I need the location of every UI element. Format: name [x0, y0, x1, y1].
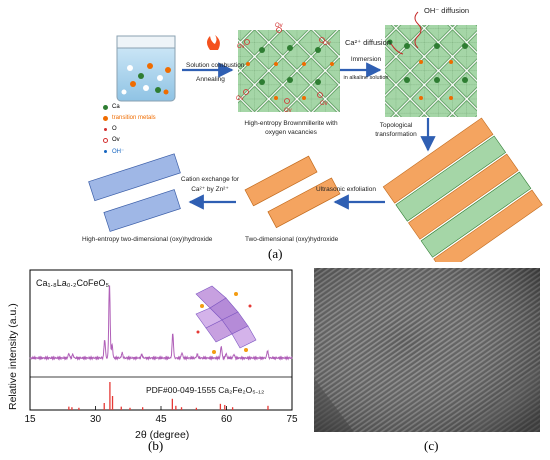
legend-item-ov: Ov [103, 137, 120, 143]
layered-oxyhydroxide-green-orange [382, 117, 543, 275]
panel-c-label: (c) [424, 438, 439, 453]
ov-label: Ov [284, 108, 292, 114]
legend-item-o: O [103, 126, 117, 132]
sample-label: Ca₁.₈La₀.₂CoFeO₅ [36, 278, 110, 288]
oxygen-dot-icon [104, 127, 107, 131]
step-solution-combustion: Solution combustion [186, 62, 245, 69]
ov-label: Ov [323, 41, 331, 47]
crystal-structure-inset [195, 285, 257, 354]
panel-b-label: (b) [148, 438, 164, 453]
brownmillerite-caption-line2: oxygen vacancies [265, 129, 317, 136]
xrd-pattern-line [29, 285, 293, 361]
x-tick-label: 45 [155, 414, 167, 425]
panel-a: Ov Ov Ov Ov Ov Ov [82, 6, 543, 275]
legend-label: O [112, 126, 117, 132]
xrd-chart: Ca₁.₈La₀.₂CoFeO₅ PDF#00-049-1555 Ca₂Fe₂O… [7, 269, 298, 441]
beaker-icon [116, 35, 176, 102]
step-cation-exchange-line2: Ca²⁺ by Zn²⁺ [191, 186, 229, 193]
y-axis-title: Relative intensity (a.u.) [7, 303, 19, 410]
panel-a-label: (a) [268, 246, 283, 261]
step-immersion-line2: in alkaline solution [343, 75, 389, 81]
oxygen-vacancy-icon [103, 137, 108, 143]
step-annealing: Annealing [196, 76, 225, 83]
legend-label: Ca [112, 104, 120, 110]
brownmillerite-caption-line1: High-entropy Brownmillerite with [244, 120, 338, 127]
x-tick-label: 60 [221, 414, 233, 425]
ov-label: Ov [237, 44, 245, 50]
ov-label: Ov [275, 23, 283, 29]
x-tick-label: 75 [286, 414, 298, 425]
legend-item-transition-metals: transition metals [103, 115, 156, 121]
reference-label: PDF#00-049-1555 Ca₂Fe₂O₅.₁₂ [146, 385, 264, 395]
two-d-caption: Two-dimensional (oxy)hydroxide [245, 236, 339, 243]
panel-a-illustration: Ov Ov Ov Ov Ov Ov [88, 11, 543, 275]
oh-diffusion-label: OH⁻ diffusion [424, 6, 470, 15]
hrtem-image [314, 268, 540, 432]
x-tick-label: 15 [24, 414, 36, 425]
ov-label: Ov [320, 101, 328, 107]
legend-item-oh: OH⁻ [103, 148, 124, 155]
step-cation-exchange-line1: Cation exchange for [180, 176, 240, 183]
panel-b: Ca₁.₈La₀.₂CoFeO₅ PDF#00-049-1555 Ca₂Fe₂O… [0, 262, 300, 460]
two-d-sheets-orange [244, 155, 341, 229]
flame-icon [207, 35, 220, 50]
ca-diffusion-label: Ca²⁺ diffusion [345, 38, 391, 47]
legend-label: OH⁻ [112, 149, 125, 155]
two-d-sheets-blue [88, 153, 181, 232]
legend-label: transition metals [112, 115, 156, 121]
step-topological-line2: transformation [375, 131, 417, 138]
ca-dot-icon [103, 104, 108, 110]
diffusion-lattice [385, 11, 477, 117]
transition-metal-dot-icon [103, 115, 108, 121]
step-topological-line1: Topological [379, 122, 413, 129]
legend-item-ca: Ca [103, 104, 120, 110]
legend-label: Ov [112, 137, 120, 143]
ov-label: Ov [236, 96, 244, 102]
x-tick-label: 30 [90, 414, 102, 425]
step-immersion-line1: Immersion [350, 56, 382, 63]
x-axis-title: 2θ (degree) [135, 429, 189, 441]
panel-c: (c) [300, 262, 550, 460]
step-ultrasonic: Ultrasonic exfoliation [316, 186, 376, 193]
he-two-d-caption: High-entropy two-dimensional (oxy)hydrox… [82, 236, 213, 243]
hydroxide-icon [104, 150, 107, 153]
brownmillerite-lattice [238, 27, 340, 112]
